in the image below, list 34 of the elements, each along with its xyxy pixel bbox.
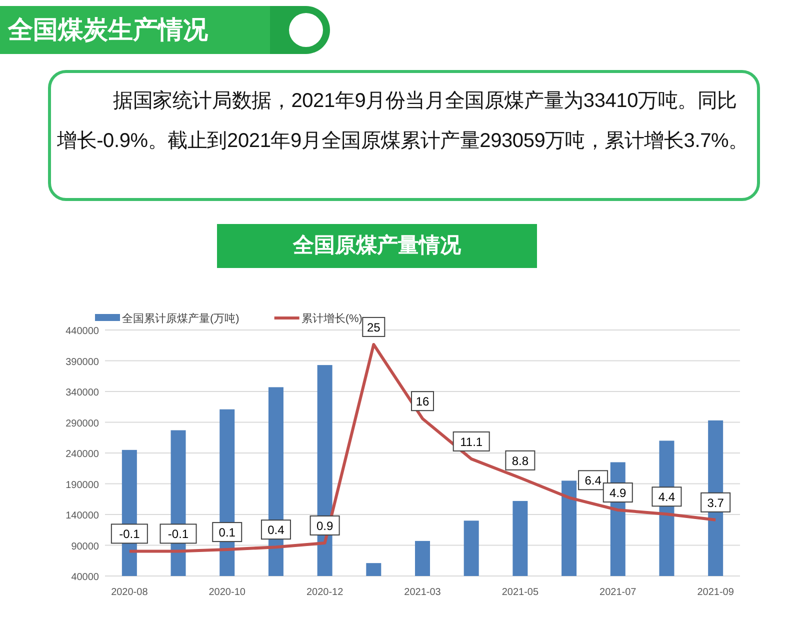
text: 全国煤炭生产情况 xyxy=(0,6,300,54)
x-tick-label: 2020-08 xyxy=(111,587,148,598)
y-tick-label: 190000 xyxy=(66,480,100,491)
y-tick-label: 340000 xyxy=(66,388,100,398)
y-tick-label: 290000 xyxy=(66,418,100,430)
data-label: 0.9 xyxy=(316,518,334,533)
data-label: 4.4 xyxy=(658,490,676,504)
data-label: -0.1 xyxy=(168,527,189,542)
x-tick-label: 2020-12 xyxy=(306,587,344,598)
data-label: 0.1 xyxy=(218,526,236,540)
y-tick-label: 140000 xyxy=(66,510,100,522)
data-label: 11.1 xyxy=(460,434,483,449)
x-tick-label: 2021-09 xyxy=(697,587,734,598)
x-tick-label: 2021-07 xyxy=(600,587,637,598)
data-label: 4.9 xyxy=(610,486,627,500)
chart-title: 全国原煤产量情况 xyxy=(217,224,537,268)
y-tick-label: 390000 xyxy=(66,356,100,368)
data-label: 16 xyxy=(416,394,430,409)
legend-label: 全国累计原煤产量(万吨) xyxy=(122,312,240,325)
text: 据国家统计局数据，2021年9月份当月全国原煤产量为33410万吨。同比增长-0.9%。截止到2021年9月全国原煤累计产量293059万吨，累计增长3.7%。 xyxy=(48,70,760,201)
data-label: 3.7 xyxy=(707,496,724,510)
y-tick-label: 440000 xyxy=(66,326,100,337)
data-label: 6.4 xyxy=(584,474,602,488)
data-label: 25 xyxy=(366,320,381,334)
data-label: 8.8 xyxy=(512,454,529,468)
y-tick-label: 240000 xyxy=(66,449,100,460)
data-label: 0.4 xyxy=(268,523,285,538)
legend-label: 累计增长(%) xyxy=(301,312,362,325)
y-tick-label: 40000 xyxy=(71,572,100,583)
x-tick-label: 2021-03 xyxy=(404,587,442,598)
y-tick-label: 90000 xyxy=(71,541,100,552)
data-label: -0.1 xyxy=(119,527,140,542)
x-tick-label: 2021-05 xyxy=(502,587,539,598)
x-tick-label: 2020-10 xyxy=(208,587,246,598)
